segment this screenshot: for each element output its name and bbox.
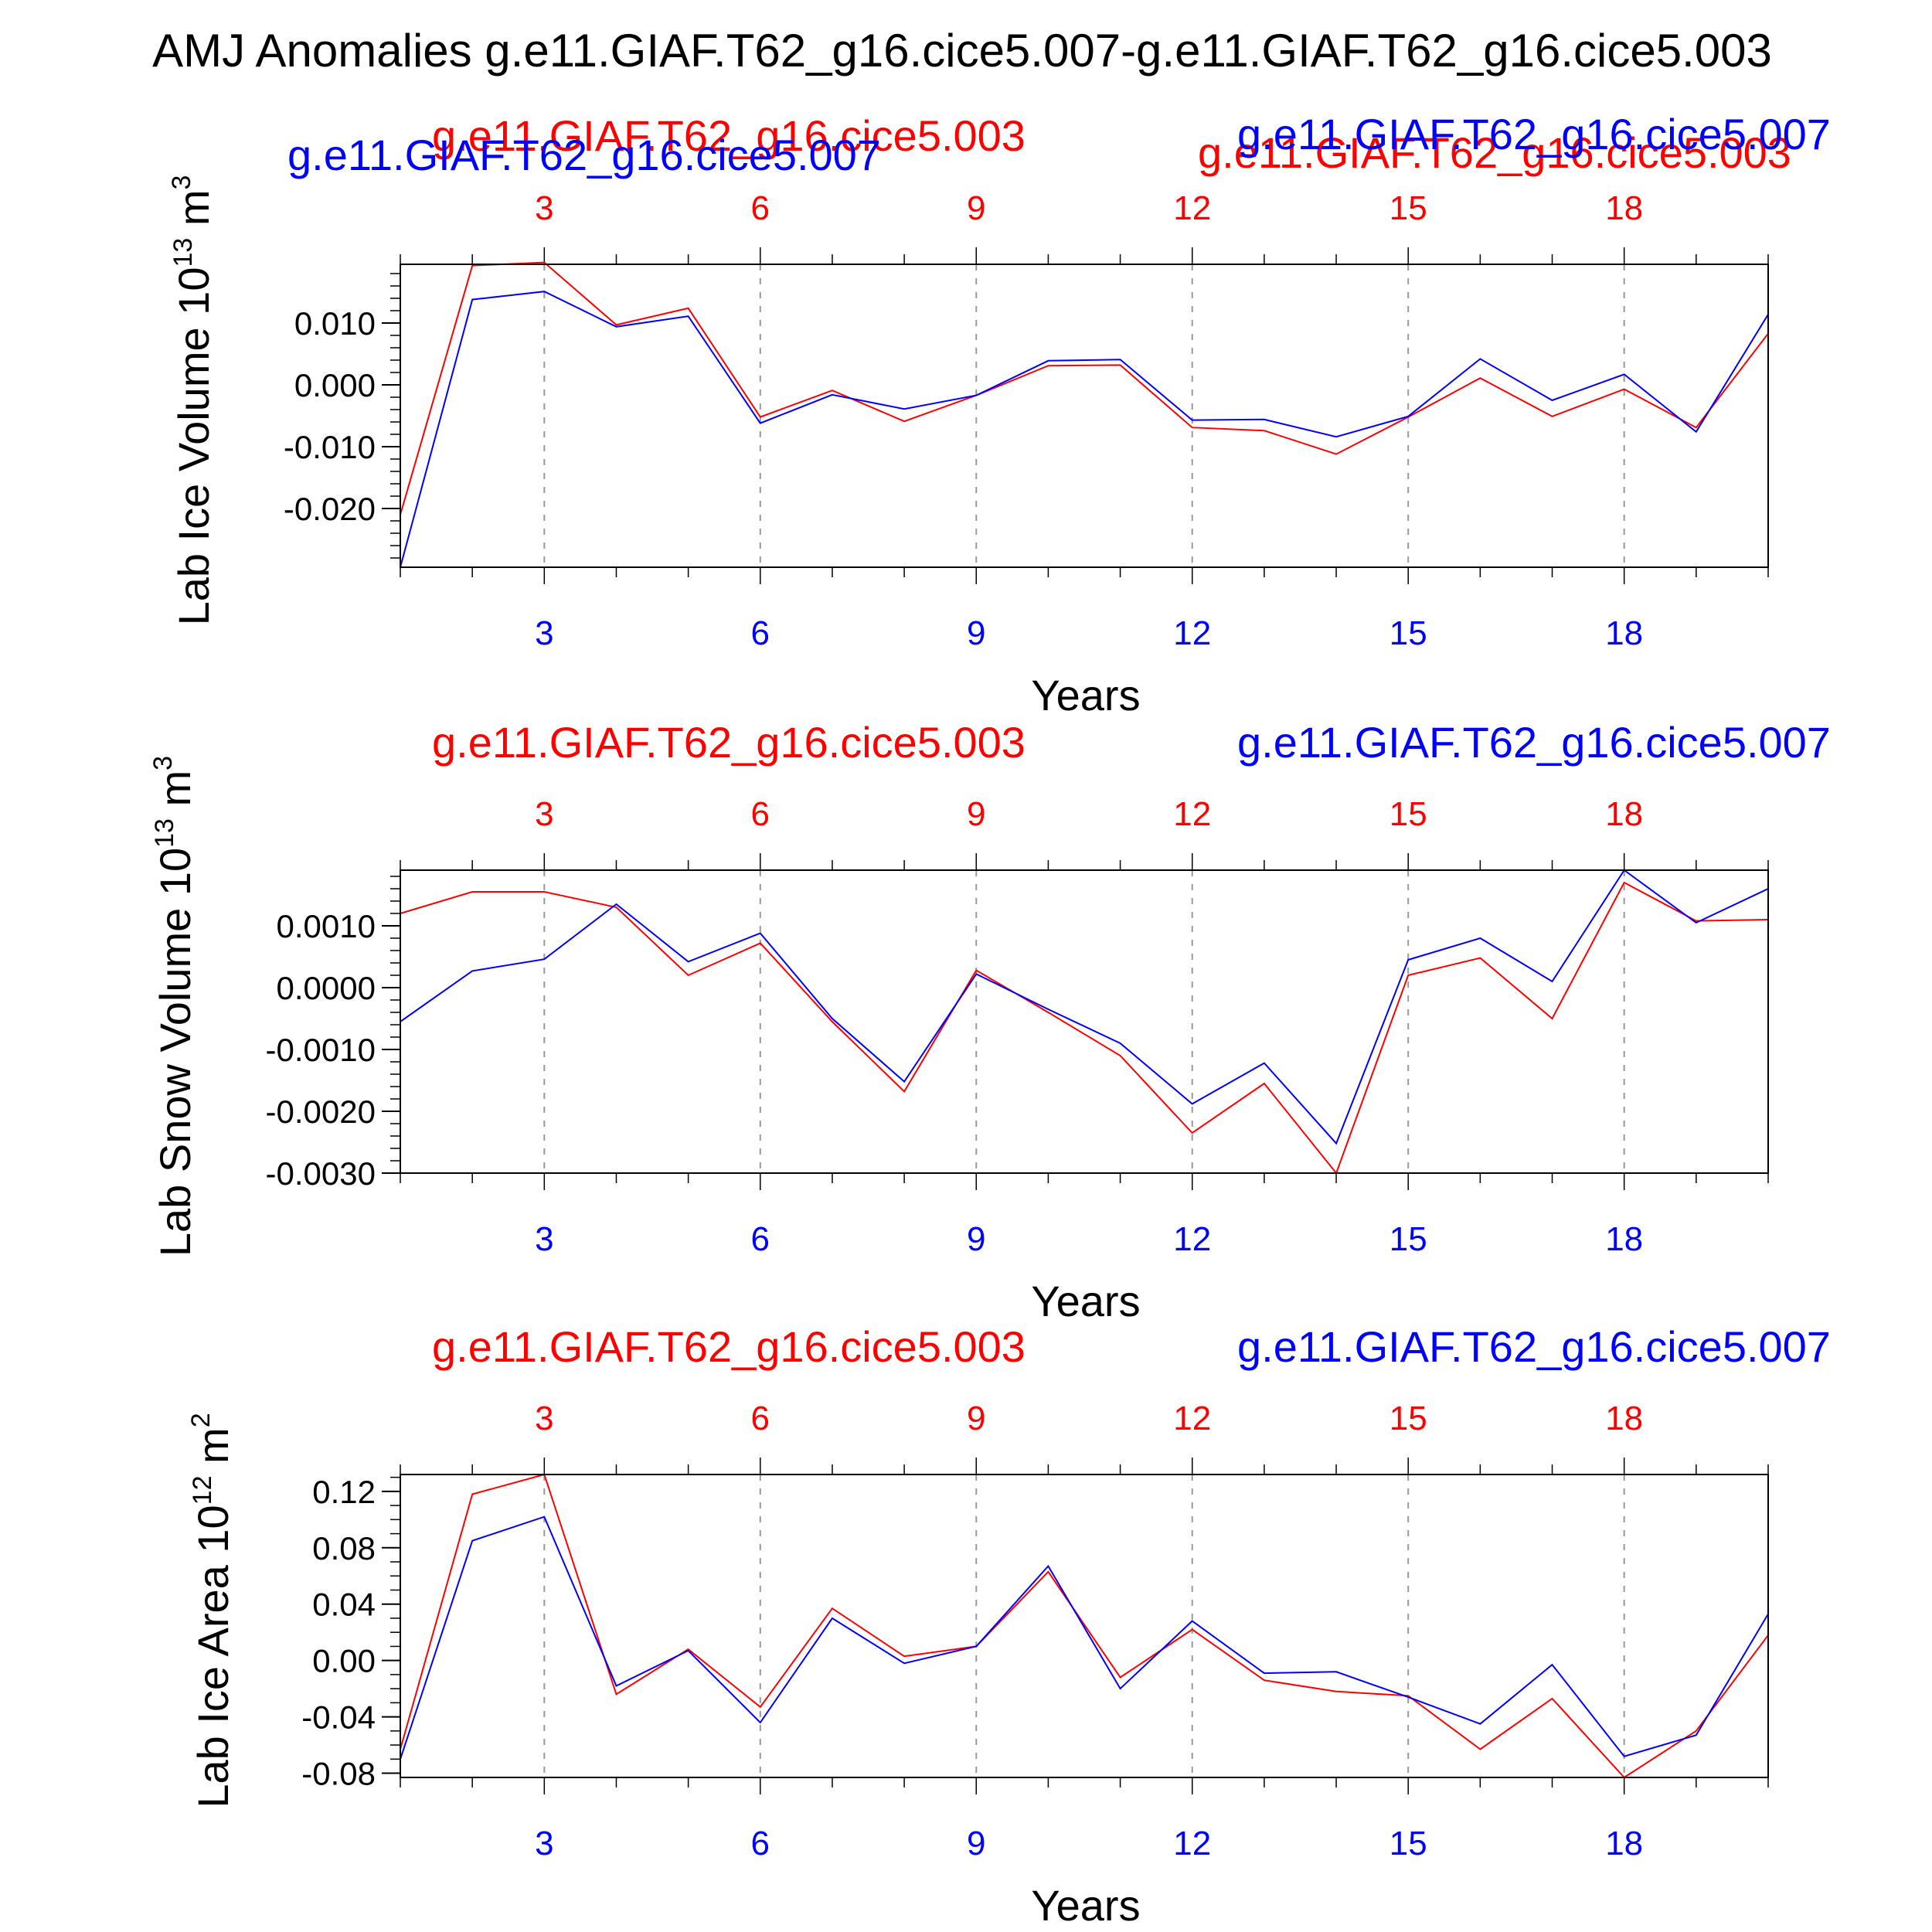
y-axis-label-text: Lab Ice Volume 10 bbox=[169, 267, 218, 626]
series-label-red: g.e11.GIAF.T62_g16.cice5.003 bbox=[432, 718, 1026, 767]
x-tick-label-bottom: 12 bbox=[1173, 614, 1211, 652]
x-tick-label-bottom: 3 bbox=[535, 1825, 553, 1862]
y-axis-label-unit: m bbox=[169, 189, 218, 237]
y-axis-label-exponent: 12 bbox=[188, 1476, 217, 1505]
x-tick-label-top: 3 bbox=[535, 795, 553, 833]
y-tick-label: -0.010 bbox=[284, 429, 376, 465]
series-line-cice5-003 bbox=[400, 881, 1769, 1175]
y-axis-label-unit: m bbox=[189, 1427, 237, 1475]
plot-frame bbox=[400, 869, 1769, 1174]
y-tick-label: 0.08 bbox=[312, 1530, 376, 1566]
x-tick-label-top: 15 bbox=[1389, 189, 1427, 227]
y-tick-label: 0.0000 bbox=[277, 970, 376, 1006]
y-tick-label: 0.12 bbox=[312, 1474, 376, 1510]
x-tick-label-top: 6 bbox=[751, 1400, 770, 1437]
x-tick-label-bottom: 3 bbox=[535, 1220, 553, 1258]
x-tick-label-top: 12 bbox=[1173, 1400, 1211, 1437]
y-tick-label: -0.08 bbox=[301, 1756, 376, 1792]
x-tick-label-bottom: 3 bbox=[535, 614, 553, 652]
series-label-red: g.e11.GIAF.T62_g16.cice5.003 bbox=[432, 1322, 1026, 1371]
x-tick-label-bottom: 18 bbox=[1605, 614, 1643, 652]
x-axis-label: Years bbox=[1031, 671, 1140, 719]
x-tick-label-bottom: 18 bbox=[1605, 1220, 1643, 1258]
series-label-blue: g.e11.GIAF.T62_g16.cice5.007 bbox=[287, 131, 881, 179]
y-tick-label: -0.0010 bbox=[266, 1032, 376, 1068]
x-tick-label-top: 9 bbox=[967, 795, 985, 833]
x-tick-label-bottom: 15 bbox=[1389, 1220, 1427, 1258]
series-label-blue: g.e11.GIAF.T62_g16.cice5.007 bbox=[1237, 110, 1831, 158]
x-tick-label-top: 12 bbox=[1173, 795, 1211, 833]
y-tick-label: -0.020 bbox=[284, 491, 376, 527]
x-tick-label-bottom: 12 bbox=[1173, 1220, 1211, 1258]
y-axis-label: Lab Snow Volume 1013 m3 bbox=[148, 756, 199, 1257]
x-tick-label-top: 18 bbox=[1605, 189, 1643, 227]
y-axis-label-unit-exponent: 2 bbox=[186, 1413, 216, 1427]
y-axis-label-exponent: 13 bbox=[168, 238, 198, 267]
x-tick-label-bottom: 9 bbox=[967, 614, 985, 652]
y-axis-label-exponent: 13 bbox=[150, 818, 179, 848]
y-axis-label-unit: m bbox=[151, 770, 199, 818]
plot-frame bbox=[400, 1474, 1769, 1778]
x-tick-label-bottom: 9 bbox=[967, 1825, 985, 1862]
series-line-cice5-007 bbox=[400, 291, 1769, 568]
x-tick-label-bottom: 6 bbox=[751, 614, 770, 652]
series-label-blue: g.e11.GIAF.T62_g16.cice5.007 bbox=[1237, 718, 1831, 767]
y-tick-label: 0.000 bbox=[294, 367, 376, 403]
figure-title: AMJ Anomalies g.e11.GIAF.T62_g16.cice5.0… bbox=[152, 25, 1772, 77]
x-tick-label-bottom: 15 bbox=[1389, 1825, 1427, 1862]
y-tick-label: 0.0010 bbox=[277, 908, 376, 944]
x-tick-label-bottom: 18 bbox=[1605, 1825, 1643, 1862]
x-tick-label-top: 15 bbox=[1389, 795, 1427, 833]
series-line-cice5-007 bbox=[400, 1515, 1769, 1760]
y-axis-label-unit-exponent: 3 bbox=[148, 756, 178, 770]
chart-panel-2: 3 3 6 6 9 9 12 12 15 15 18 18 0.0010 0.0000 -0.0010 -0.… bbox=[148, 718, 1831, 1325]
chart-panel-1: 3 3 6 6 9 9 12 12 15 15 18 18 0.010 0.000 -0.010 -0.020… bbox=[167, 110, 1831, 719]
x-tick-label-top: 9 bbox=[967, 189, 985, 227]
y-axis-label-text: Lab Ice Area 10 bbox=[189, 1505, 237, 1808]
x-tick-label-top: 18 bbox=[1605, 795, 1643, 833]
x-tick-label-top: 12 bbox=[1173, 189, 1211, 227]
x-tick-label-bottom: 6 bbox=[751, 1220, 770, 1258]
y-tick-label: -0.0020 bbox=[266, 1094, 376, 1130]
x-tick-label-top: 18 bbox=[1605, 1400, 1643, 1437]
series-label-blue: g.e11.GIAF.T62_g16.cice5.007 bbox=[1237, 1322, 1831, 1371]
series-line-cice5-007 bbox=[400, 869, 1769, 1145]
x-tick-label-bottom: 15 bbox=[1389, 614, 1427, 652]
y-tick-label: 0.010 bbox=[294, 305, 376, 342]
y-tick-label: -0.04 bbox=[301, 1699, 376, 1736]
x-tick-label-bottom: 6 bbox=[751, 1825, 770, 1862]
y-tick-label: 0.04 bbox=[312, 1587, 376, 1623]
x-axis-label: Years bbox=[1031, 1277, 1140, 1325]
series-line-cice5-003 bbox=[400, 1473, 1769, 1779]
x-tick-label-top: 6 bbox=[751, 795, 770, 833]
y-tick-label: -0.0030 bbox=[266, 1155, 376, 1192]
x-tick-label-top: 9 bbox=[967, 1400, 985, 1437]
series-label-red: g.e11.GIAF.T62_g16.cice5.003 bbox=[1198, 128, 1791, 177]
series-label-red: g.e11.GIAF.T62_g16.cice5.003 bbox=[432, 111, 1026, 160]
series-line-cice5-003 bbox=[400, 261, 1769, 515]
y-axis-label-text: Lab Snow Volume 10 bbox=[151, 848, 199, 1257]
y-axis-label-unit-exponent: 3 bbox=[167, 175, 196, 190]
x-tick-label-top: 15 bbox=[1389, 1400, 1427, 1437]
x-tick-label-top: 3 bbox=[535, 1400, 553, 1437]
x-tick-label-top: 3 bbox=[535, 189, 553, 227]
x-tick-label-top: 6 bbox=[751, 189, 770, 227]
y-axis-label: Lab Ice Area 1012 m2 bbox=[186, 1413, 237, 1808]
x-tick-label-bottom: 9 bbox=[967, 1220, 985, 1258]
x-tick-label-bottom: 12 bbox=[1173, 1825, 1211, 1862]
y-tick-label: 0.00 bbox=[312, 1643, 376, 1679]
y-axis-label: Lab Ice Volume 1013 m3 bbox=[167, 175, 218, 626]
x-axis-label: Years bbox=[1031, 1881, 1140, 1930]
plot-frame bbox=[400, 264, 1769, 568]
chart-panel-3: 3 3 6 6 9 9 12 12 15 15 18 18 0.12 0.08 0.04 0.00 -0.04 -… bbox=[186, 1322, 1831, 1930]
